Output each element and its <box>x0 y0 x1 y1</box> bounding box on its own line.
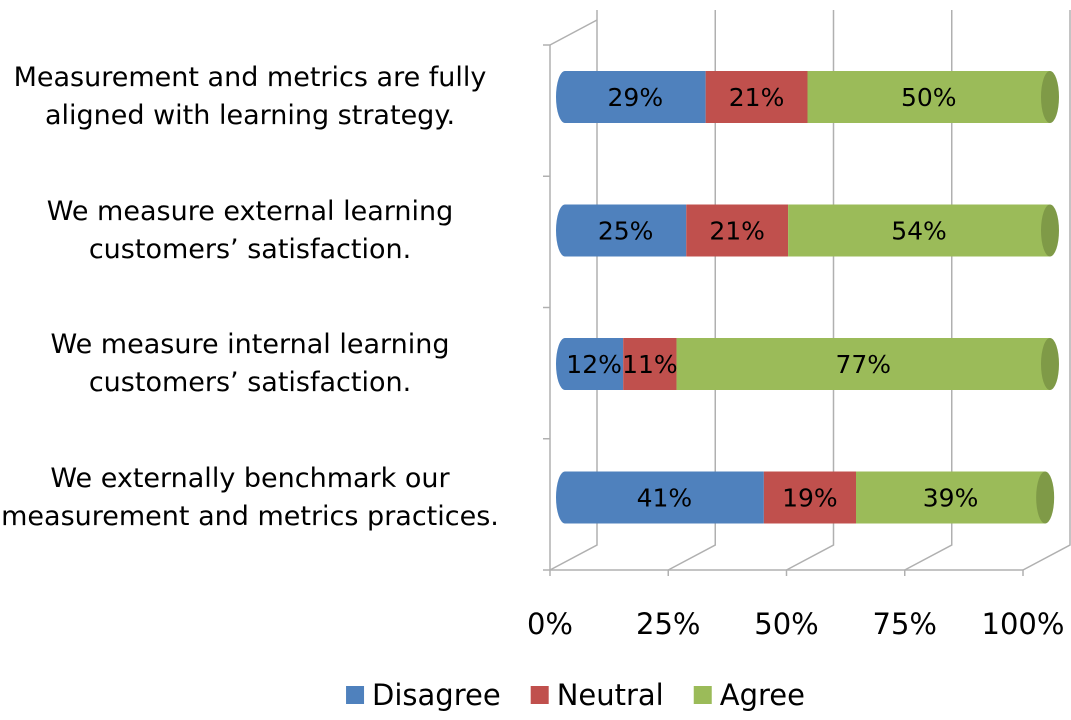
data-label: 12% <box>566 350 622 379</box>
data-label: 11% <box>622 350 678 379</box>
legend-swatch <box>693 686 712 704</box>
grid-line <box>904 10 953 571</box>
x-tick-label: 0% <box>527 607 573 641</box>
x-tick-label: 50% <box>754 607 818 641</box>
bar <box>565 71 706 123</box>
bar-cap <box>1041 204 1059 257</box>
grid-line <box>786 10 835 571</box>
category-label: We externally benchmark our measurement … <box>1 462 499 532</box>
bar-group <box>556 471 1055 524</box>
data-label: 50% <box>901 83 957 112</box>
data-label: 54% <box>891 217 947 246</box>
data-label: 77% <box>835 350 891 379</box>
data-label: 41% <box>637 484 693 513</box>
category-label: We measure external learning customers’ … <box>46 195 454 265</box>
x-tick-label: 75% <box>873 607 937 641</box>
category-label: Measurement and metrics are fully aligne… <box>13 62 487 131</box>
legend: Disagree Neutral Agree <box>346 678 805 712</box>
data-label: 19% <box>782 484 838 513</box>
x-tick-label: 25% <box>636 607 700 641</box>
x-tick-label: 100% <box>982 607 1065 641</box>
legend-swatch <box>530 686 549 704</box>
bar-cap <box>1041 71 1059 123</box>
bar <box>565 204 687 257</box>
data-label: 25% <box>598 217 654 246</box>
bar <box>565 338 624 390</box>
bar <box>676 338 1050 390</box>
bar-group <box>556 71 1059 123</box>
bar <box>856 471 1046 524</box>
legend-label: Disagree <box>372 678 501 712</box>
bar <box>565 471 764 524</box>
data-label: 39% <box>923 484 979 513</box>
bar-cap <box>1041 338 1059 390</box>
grid-line <box>667 10 716 571</box>
grid-line <box>549 10 598 571</box>
bar <box>686 204 789 257</box>
data-label: 21% <box>729 83 785 112</box>
grid-line <box>1022 10 1071 571</box>
bar <box>705 71 808 123</box>
bar <box>623 338 677 390</box>
legend-swatch <box>346 686 365 704</box>
legend-label: Agree <box>720 678 805 712</box>
legend-label: Neutral <box>557 678 664 712</box>
data-label: 29% <box>608 83 664 112</box>
bar <box>763 471 856 524</box>
category-label: We measure internal learning customers’ … <box>50 329 450 398</box>
bar <box>788 204 1050 257</box>
bar <box>807 71 1050 123</box>
bar-group <box>556 338 1059 390</box>
bar-cap <box>1036 471 1055 524</box>
data-label: 21% <box>709 217 765 246</box>
wall-edge <box>549 19 598 46</box>
bar-group <box>556 204 1059 257</box>
